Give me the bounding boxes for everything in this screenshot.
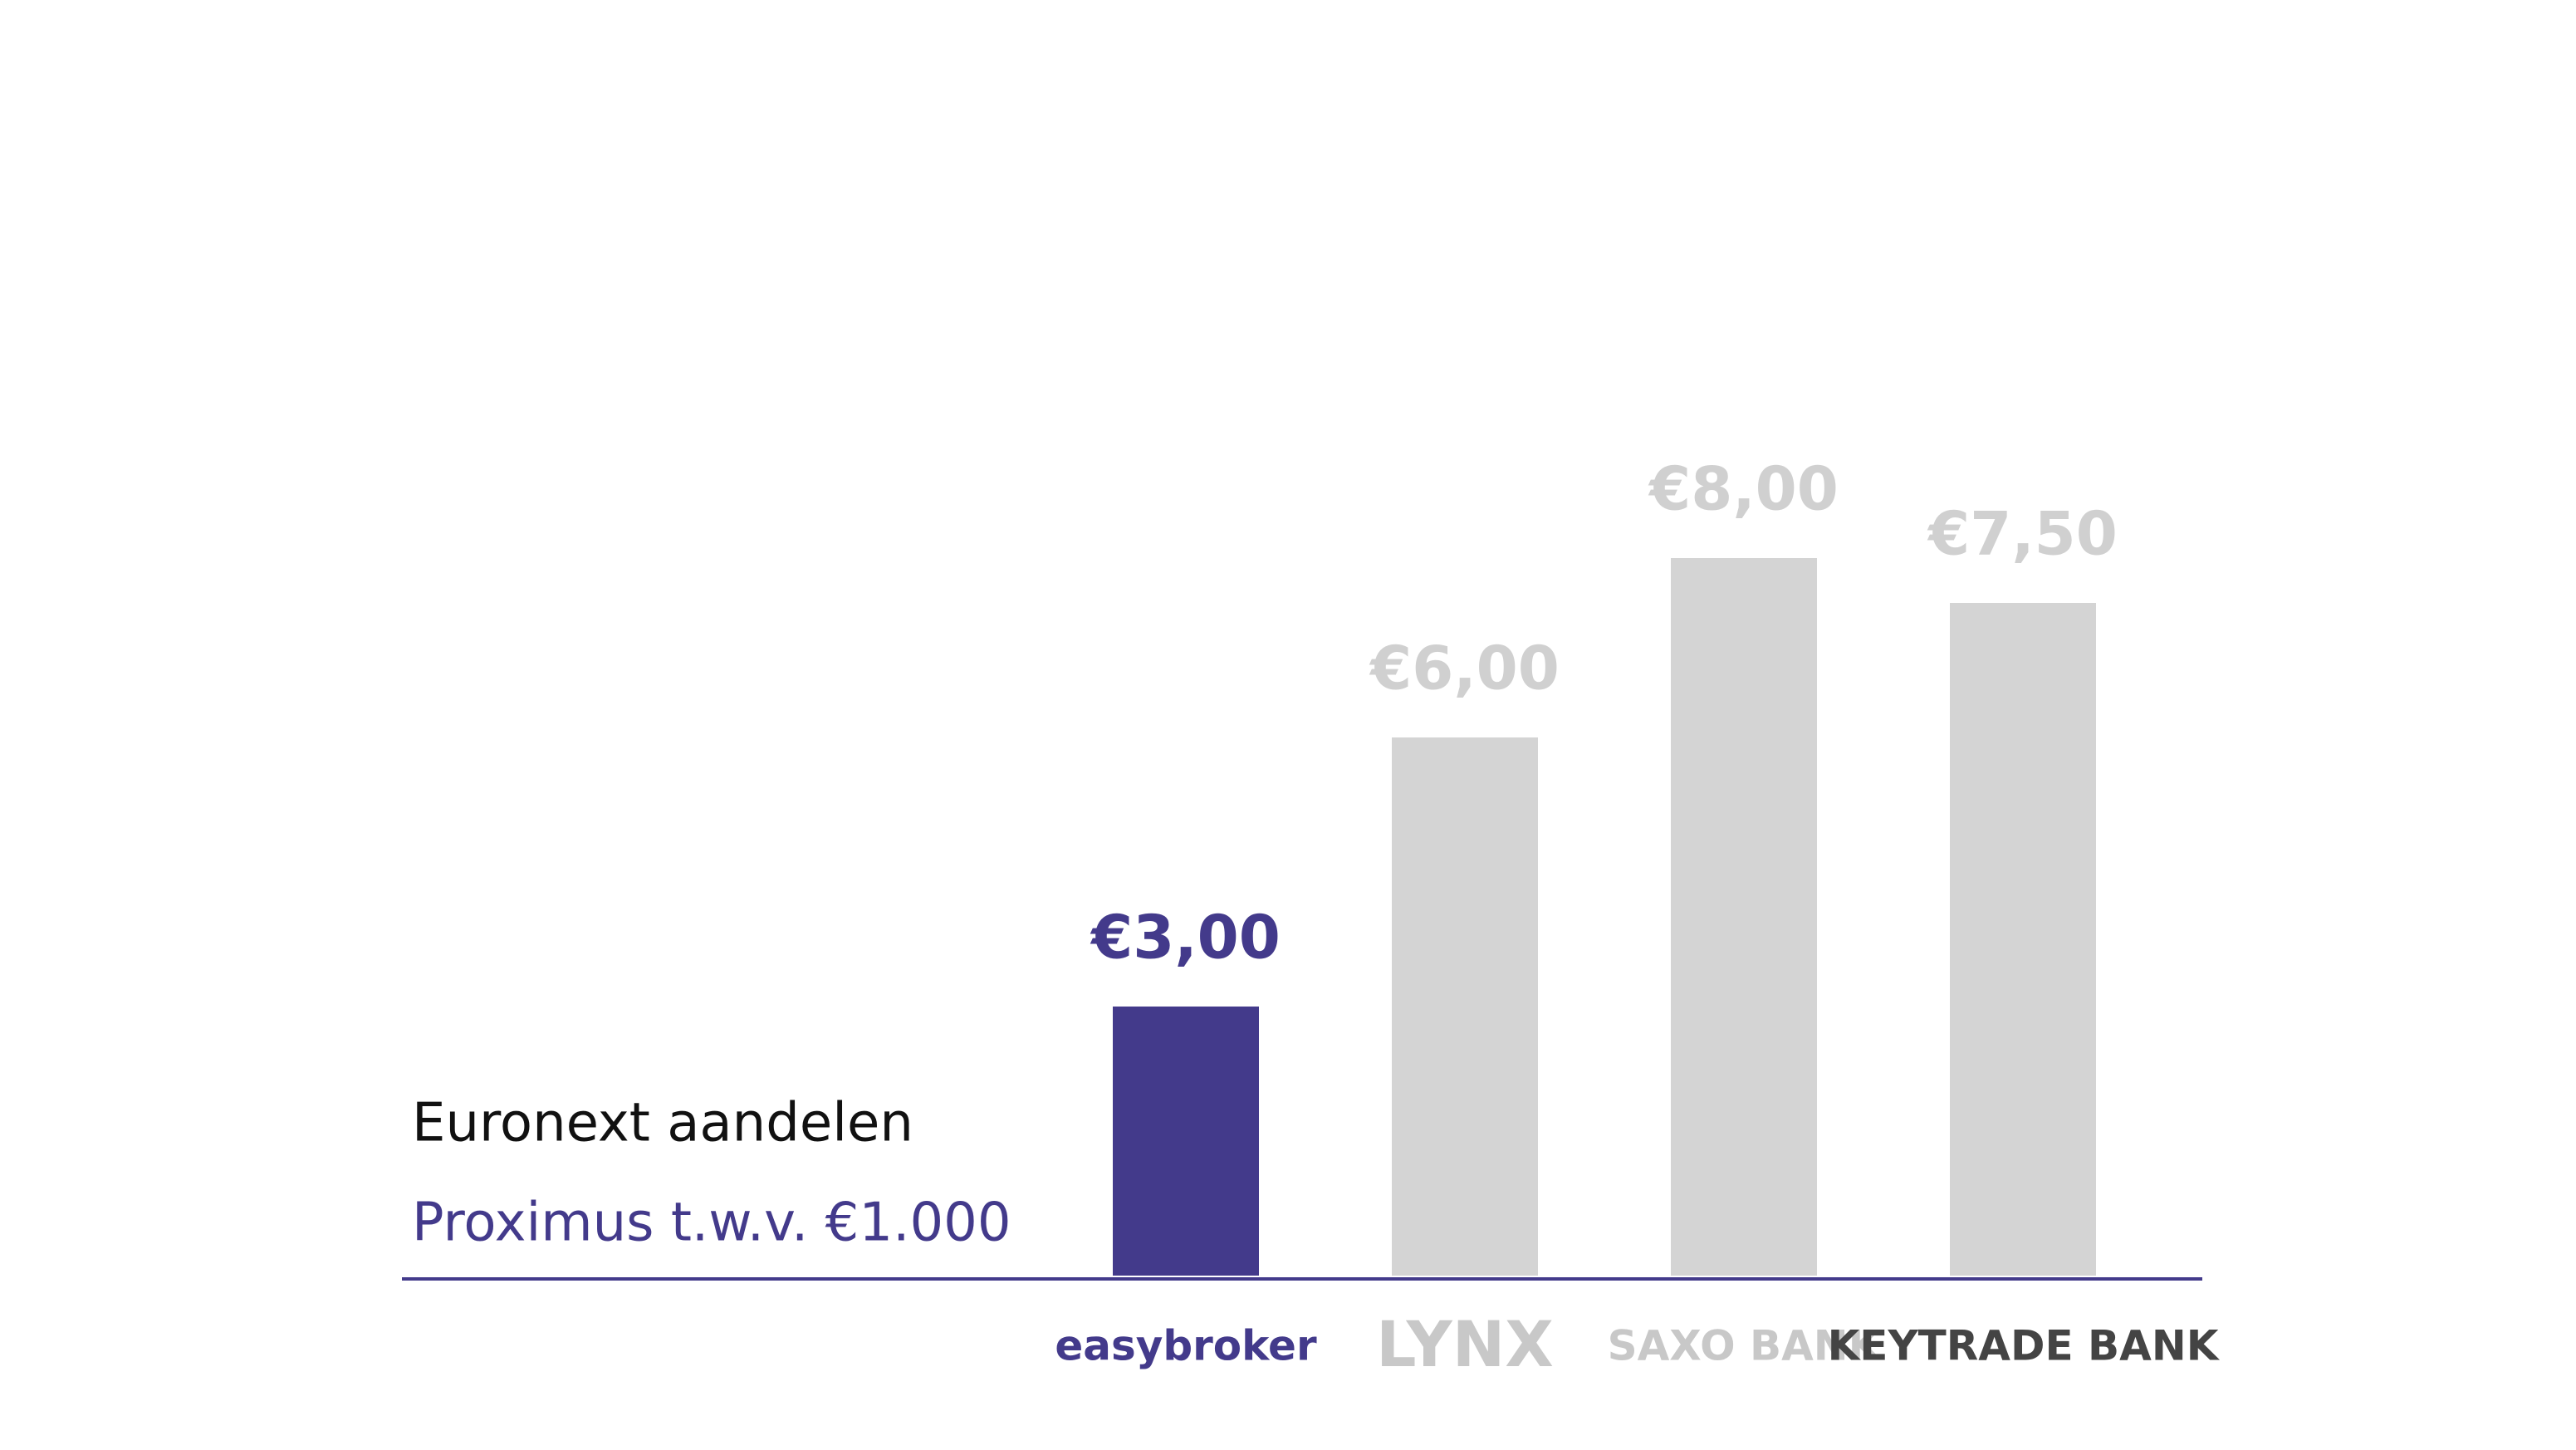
bar xyxy=(1950,603,2096,1276)
category-logo: easybroker xyxy=(1055,1322,1317,1370)
value-label: €6,00 xyxy=(1369,634,1560,703)
value-label: €8,00 xyxy=(1648,454,1839,524)
bar xyxy=(1392,737,1538,1276)
value-label: €7,50 xyxy=(1927,499,2118,569)
category-logo: KEYTRADE BANK xyxy=(1828,1322,2221,1370)
chart-title: Euronext aandelen xyxy=(412,1093,913,1154)
bar xyxy=(1671,558,1817,1276)
bar xyxy=(1113,1007,1259,1276)
category-logo: SAXO BANK xyxy=(1608,1322,1883,1370)
category-logo: LYNX xyxy=(1376,1307,1554,1381)
chart-subtitle: Proximus t.w.v. €1.000 xyxy=(412,1193,1011,1254)
value-label: €3,00 xyxy=(1090,903,1281,972)
